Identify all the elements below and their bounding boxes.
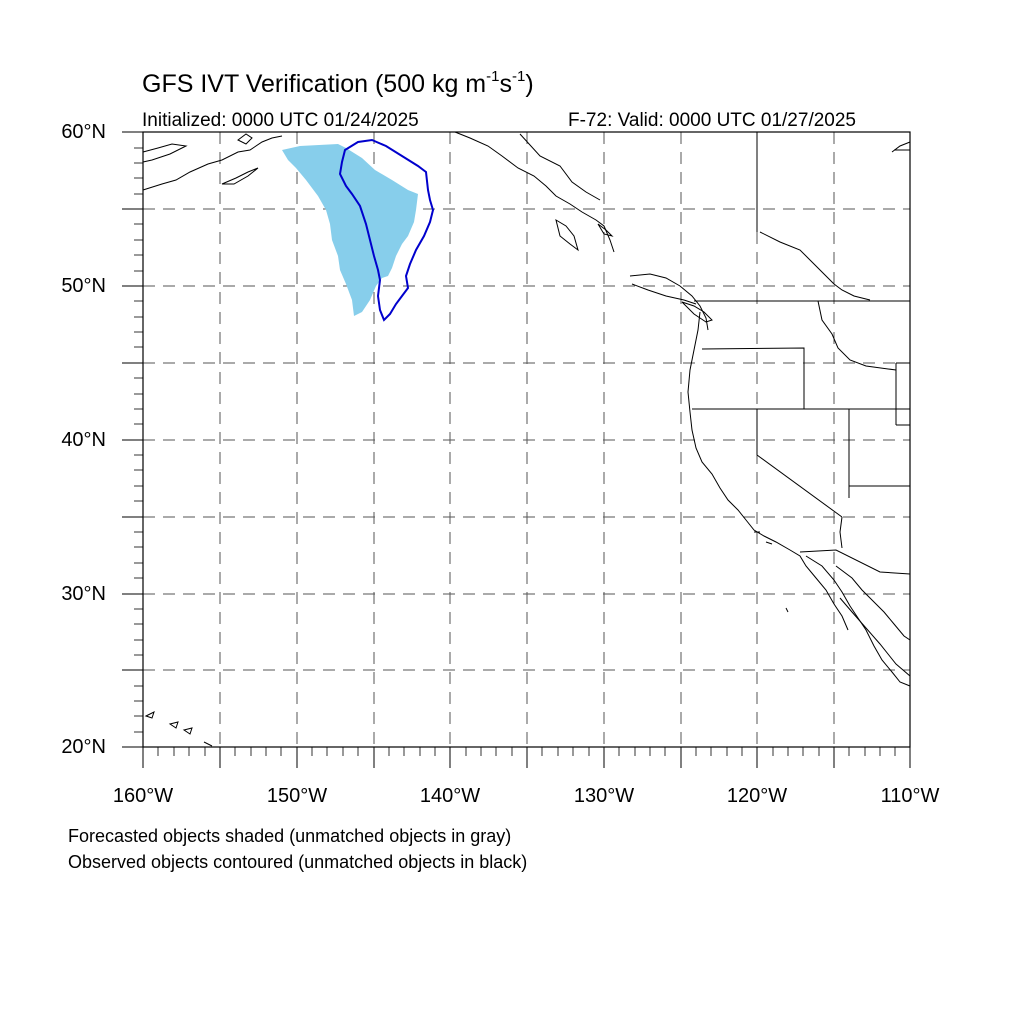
lat-label-40n: 40°N — [61, 429, 106, 451]
lat-label-30n: 30°N — [61, 583, 106, 605]
lon-label-130w: 130°W — [573, 785, 635, 807]
lon-label-110w: 110°W — [880, 785, 940, 807]
lon-ticks — [142, 747, 911, 768]
political-borders — [692, 132, 911, 575]
lon-label-160w: 160°W — [112, 785, 174, 807]
valid-time: F-72: Valid: 0000 UTC 01/27/2025 — [568, 110, 856, 131]
initialized-time: Initialized: 0000 UTC 01/24/2025 — [142, 110, 419, 131]
graticule — [143, 132, 910, 747]
note-observed: Observed objects contoured (unmatched ob… — [68, 852, 528, 872]
lon-label-150w: 150°W — [266, 785, 328, 807]
coastlines — [142, 131, 911, 747]
lon-label-140w: 140°W — [419, 785, 481, 807]
note-forecast: Forecasted objects shaded (unmatched obj… — [68, 826, 512, 846]
lat-label-60n: 60°N — [61, 121, 106, 143]
forecast-object — [282, 144, 418, 316]
lon-label-120w: 120°W — [726, 785, 788, 807]
lat-ticks — [122, 131, 143, 748]
lat-label-20n: 20°N — [61, 736, 106, 758]
lat-label-50n: 50°N — [61, 275, 106, 297]
observed-contour — [338, 138, 435, 322]
plot-title: GFS IVT Verification (500 kg m-1s-1) — [142, 68, 534, 98]
